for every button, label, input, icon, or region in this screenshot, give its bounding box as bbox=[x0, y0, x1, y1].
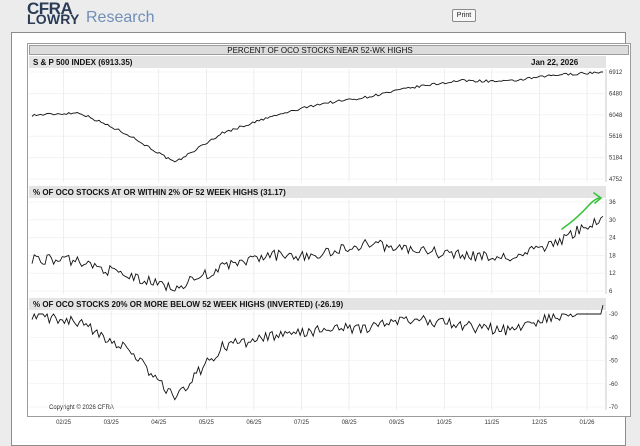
x-tick-label: 02/25 bbox=[56, 420, 72, 426]
copyright-note: Copyright © 2026 CFRA bbox=[49, 405, 114, 411]
x-tick-label: 06/25 bbox=[246, 420, 262, 426]
y-tick-label: 5184 bbox=[609, 156, 623, 162]
series-line bbox=[31, 304, 604, 401]
panel3-header-bar bbox=[29, 298, 606, 310]
y-tick-label: -30 bbox=[609, 312, 618, 318]
y-tick-label: 36 bbox=[609, 200, 616, 206]
panel2-header-bar bbox=[29, 186, 606, 198]
logo-cfra: CFRA bbox=[27, 0, 73, 18]
print-button[interactable]: Print bbox=[452, 9, 476, 22]
annotation-arrow-head bbox=[593, 192, 603, 204]
y-tick-label: 18 bbox=[609, 253, 616, 259]
y-tick-label: -40 bbox=[609, 335, 618, 341]
x-tick-label: 12/25 bbox=[532, 420, 548, 426]
annotation-arrow-line bbox=[561, 197, 601, 230]
y-tick-label: 4752 bbox=[609, 177, 623, 183]
x-tick-label: 01/26 bbox=[579, 420, 595, 426]
x-tick-label: 03/25 bbox=[104, 420, 120, 426]
panel3-title: % OF OCO STOCKS 20% OR MORE BELOW 52 WEE… bbox=[33, 300, 344, 309]
x-tick-label: 09/25 bbox=[389, 420, 405, 426]
y-tick-label: -60 bbox=[609, 382, 618, 388]
y-tick-label: -50 bbox=[609, 359, 618, 365]
date-label: Jan 22, 2026 bbox=[531, 58, 579, 67]
panel1-title: S & P 500 INDEX (6913.35) bbox=[33, 58, 133, 67]
x-tick-label: 10/25 bbox=[437, 420, 453, 426]
y-tick-label: 5616 bbox=[609, 134, 623, 140]
app-header: CFRA LOWRY Research Print bbox=[0, 0, 640, 30]
x-tick-label: 11/25 bbox=[485, 420, 500, 426]
y-tick-label: 6048 bbox=[609, 113, 623, 119]
chart-title: PERCENT OF OCO STOCKS NEAR 52-WK HIGHS bbox=[227, 46, 413, 55]
y-tick-label: -70 bbox=[609, 405, 618, 411]
y-tick-label: 24 bbox=[609, 236, 616, 242]
y-tick-label: 6912 bbox=[609, 70, 623, 76]
series-line bbox=[31, 71, 603, 163]
logo-lowry: LOWRY bbox=[27, 11, 80, 27]
x-tick-label: 07/25 bbox=[294, 420, 310, 426]
logo-research: Research bbox=[86, 9, 155, 26]
x-tick-label: 04/25 bbox=[151, 420, 167, 426]
x-tick-label: 05/25 bbox=[199, 420, 215, 426]
chart-area bbox=[27, 43, 631, 417]
panel2-title: % OF OCO STOCKS AT OR WITHIN 2% OF 52 WE… bbox=[33, 188, 286, 197]
panel1-header-bar bbox=[29, 56, 606, 68]
y-tick-label: 6480 bbox=[609, 91, 623, 97]
y-tick-label: 12 bbox=[609, 271, 616, 277]
x-tick-label: 08/25 bbox=[342, 420, 358, 426]
y-tick-label: 6 bbox=[609, 289, 613, 295]
chart-title-bar bbox=[29, 45, 629, 55]
y-tick-label: 30 bbox=[609, 218, 616, 224]
series-line bbox=[31, 215, 604, 292]
